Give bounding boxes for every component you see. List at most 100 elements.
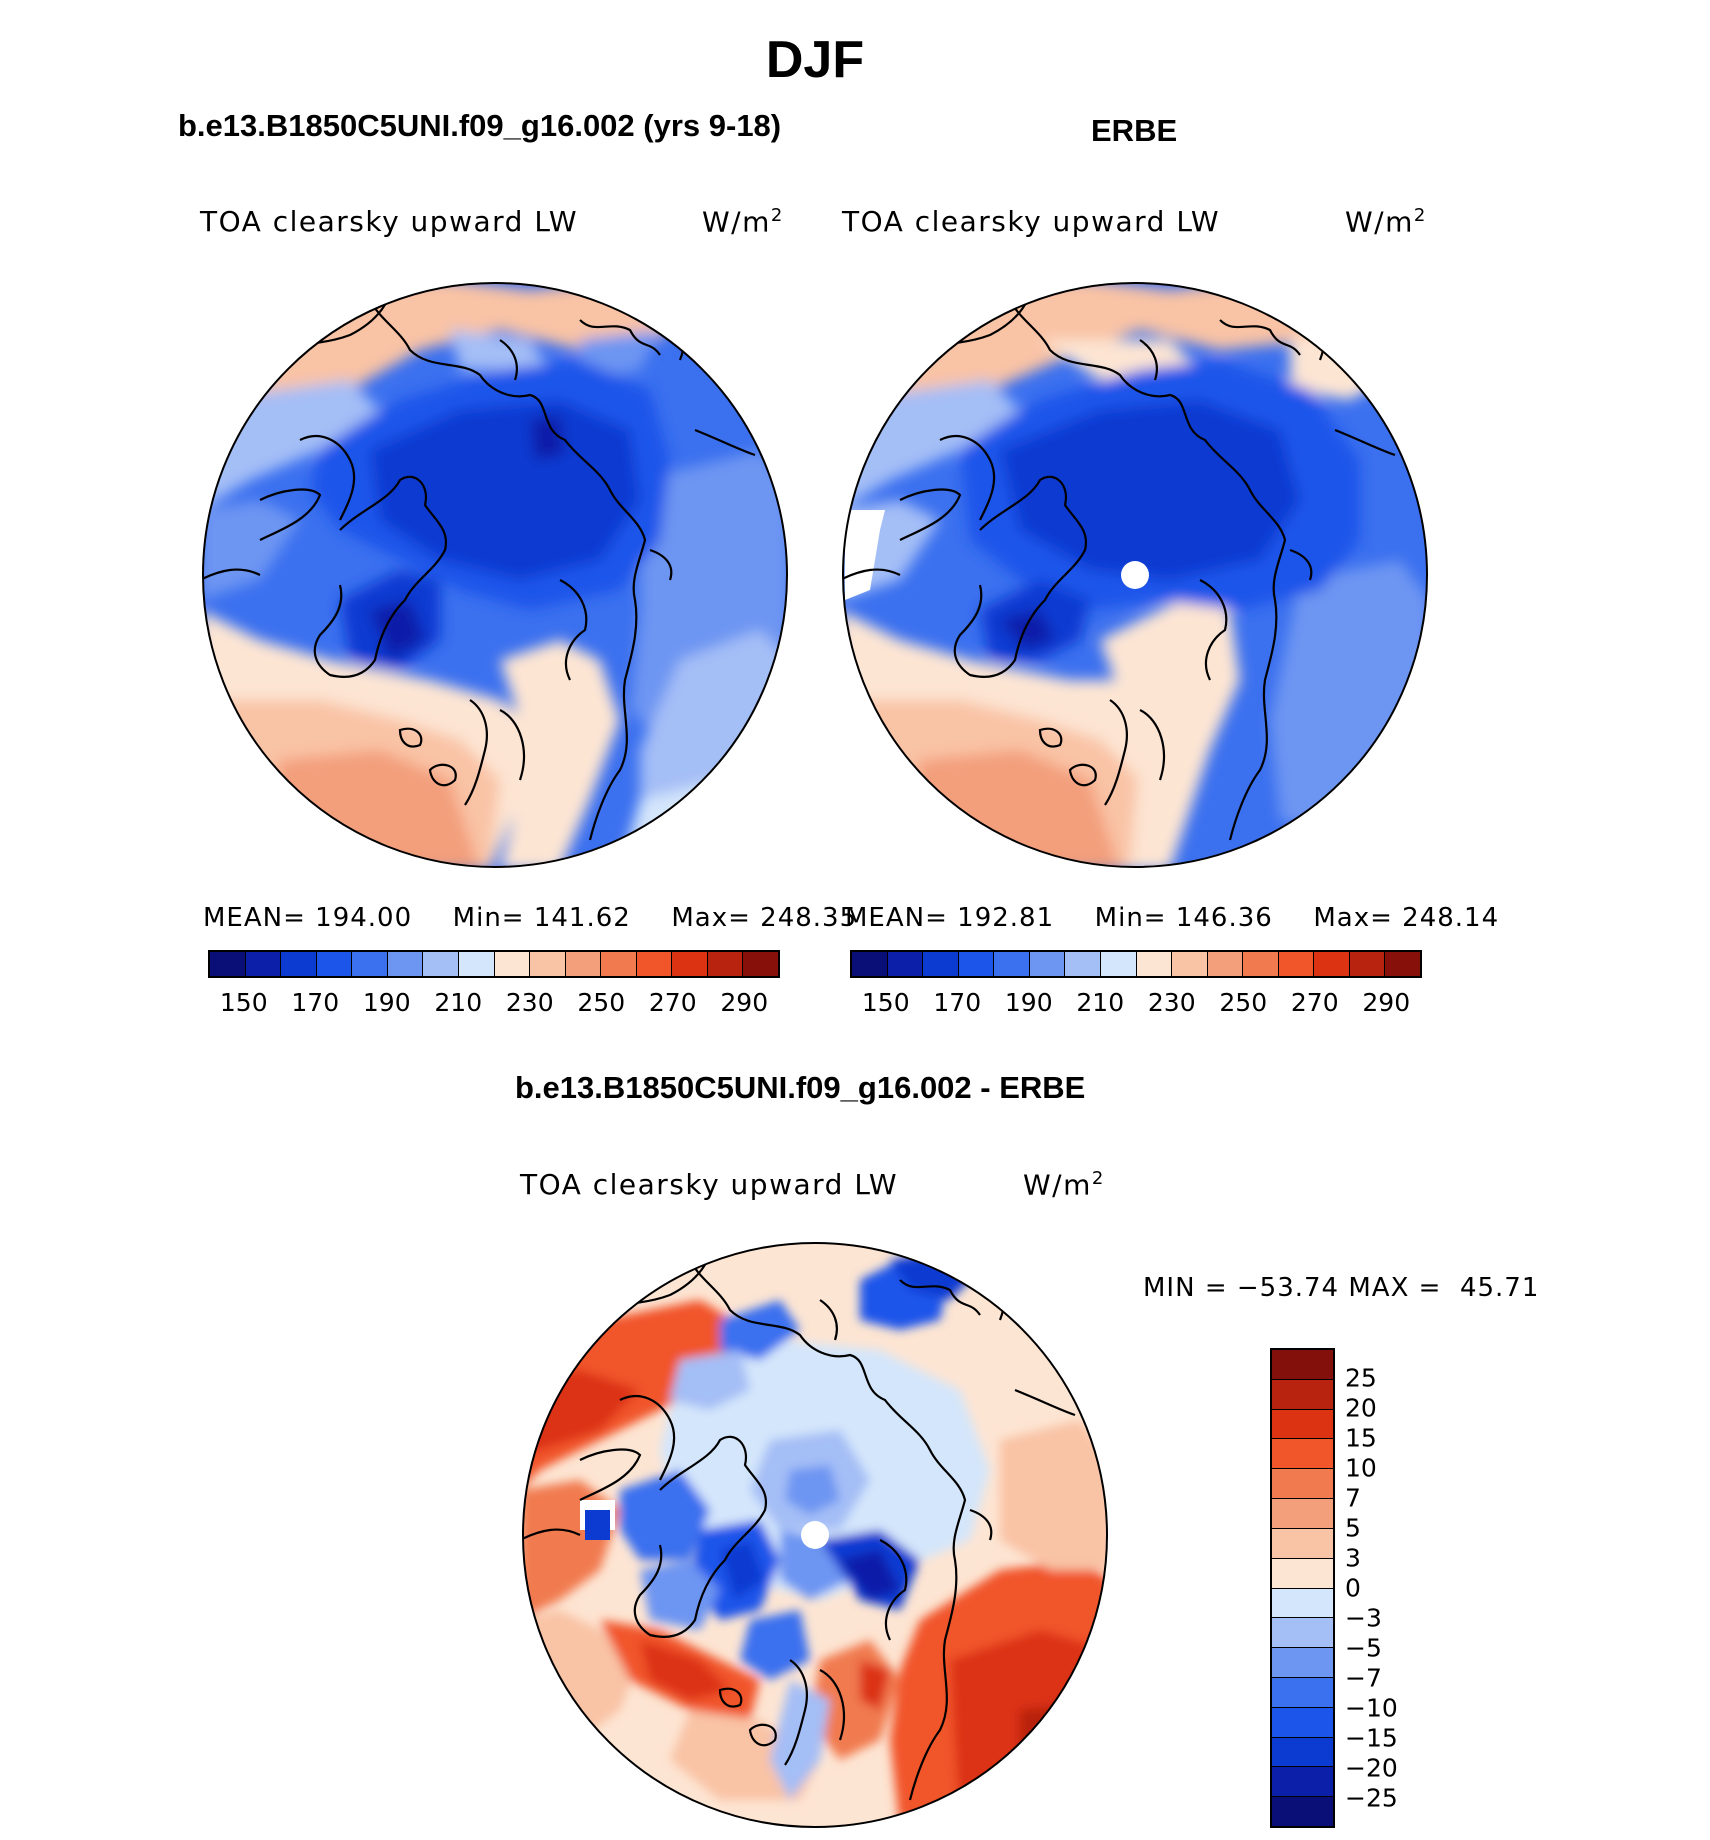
left-colorbar-swatch bbox=[671, 952, 707, 976]
diff-variable-label: TOA clearsky upward LW bbox=[520, 1168, 899, 1201]
right-colorbar-swatch bbox=[886, 952, 923, 976]
left-colorbar-swatch bbox=[315, 952, 352, 976]
left-colorbar-swatch bbox=[706, 952, 743, 976]
left-polar-map bbox=[202, 282, 788, 868]
left-colorbar-tick-label: 290 bbox=[720, 988, 769, 1017]
left-colorbar-tick-label: 270 bbox=[648, 988, 697, 1017]
right-polar-map bbox=[842, 282, 1428, 868]
left-min: Min= 141.62 bbox=[452, 903, 631, 933]
left-panel-header: b.e13.B1850C5UNI.f09_g16.002 (yrs 9-18) bbox=[178, 108, 782, 143]
diff-colorbar-tick-label: 20 bbox=[1345, 1393, 1377, 1423]
right-colorbar-swatch bbox=[1313, 952, 1349, 976]
diff-colorbar-tick-label: 3 bbox=[1345, 1543, 1361, 1573]
diff-colorbar-tick-label: −20 bbox=[1345, 1753, 1398, 1783]
right-colorbar bbox=[850, 950, 1422, 978]
right-colorbar-tick-label: 290 bbox=[1362, 988, 1411, 1017]
right-colorbar-swatch bbox=[1099, 952, 1136, 976]
left-units-label: W/m2 bbox=[702, 205, 784, 239]
diff-colorbar-tick-label: 10 bbox=[1345, 1453, 1377, 1483]
left-colorbar-swatch bbox=[600, 952, 636, 976]
diff-colorbar-tick-label: −10 bbox=[1345, 1693, 1398, 1723]
diff-colorbar-swatch bbox=[1272, 1766, 1333, 1797]
right-colorbar-tick-label: 270 bbox=[1290, 988, 1339, 1017]
right-min: Min= 146.36 bbox=[1094, 903, 1273, 933]
diff-polar-map bbox=[522, 1242, 1108, 1828]
diff-colorbar-swatch bbox=[1272, 1468, 1333, 1499]
left-variable-label: TOA clearsky upward LW bbox=[200, 205, 579, 238]
diff-colorbar-tick-label: 5 bbox=[1345, 1513, 1361, 1543]
figure-title: DJF bbox=[765, 31, 865, 89]
right-mean: MEAN= 192.81 bbox=[845, 903, 1055, 933]
diff-colorbar bbox=[1270, 1348, 1335, 1828]
diff-colorbar-tick-label: −3 bbox=[1345, 1603, 1382, 1633]
diff-colorbar-swatch bbox=[1272, 1408, 1333, 1439]
diff-colorbar-swatch bbox=[1272, 1617, 1333, 1648]
right-colorbar-swatch bbox=[1348, 952, 1385, 976]
left-colorbar-tick-label: 150 bbox=[219, 988, 268, 1017]
left-colorbar-swatch bbox=[457, 952, 494, 976]
diff-colorbar-swatch bbox=[1272, 1350, 1333, 1379]
diff-minmax: MIN = −53.74 MAX = 45.71 bbox=[1143, 1273, 1540, 1303]
right-colorbar-swatch bbox=[993, 952, 1029, 976]
diff-colorbar-swatch bbox=[1272, 1796, 1333, 1826]
left-colorbar-tick-label: 230 bbox=[505, 988, 554, 1017]
right-colorbar-tick-label: 210 bbox=[1076, 988, 1125, 1017]
right-colorbar-swatch bbox=[1206, 952, 1243, 976]
diff-colorbar-tick-label: −7 bbox=[1345, 1663, 1382, 1693]
diff-colorbar-tick-label: −15 bbox=[1345, 1723, 1398, 1753]
right-colorbar-swatch bbox=[1384, 952, 1420, 976]
right-colorbar-swatch bbox=[1242, 952, 1278, 976]
left-mean: MEAN= 194.00 bbox=[203, 903, 413, 933]
diff-units-label: W/m2 bbox=[1023, 1168, 1105, 1202]
left-colorbar bbox=[208, 950, 780, 978]
right-colorbar-ticks: 150 170 190 210 230 250 270 290 bbox=[850, 988, 1422, 1018]
diff-colorbar-tick-label: −5 bbox=[1345, 1633, 1382, 1663]
diff-colorbar-swatch bbox=[1272, 1647, 1333, 1677]
diff-colorbar-ticks: 25 20 15 10 7 5 3 0 −3 −5 −7 −10 −15 −20 −25 bbox=[1345, 1348, 1445, 1828]
left-colorbar-swatch bbox=[564, 952, 601, 976]
right-variable-label: TOA clearsky upward LW bbox=[842, 205, 1221, 238]
right-max: Max= 248.14 bbox=[1313, 903, 1500, 933]
right-colorbar-swatch bbox=[852, 952, 887, 976]
right-colorbar-swatch bbox=[1171, 952, 1207, 976]
diff-panel-header: b.e13.B1850C5UNI.f09_g16.002 - ERBE bbox=[515, 1070, 1086, 1105]
right-colorbar-tick-label: 250 bbox=[1219, 988, 1268, 1017]
diff-colorbar-swatch bbox=[1272, 1587, 1333, 1618]
left-colorbar-ticks: 150 170 190 210 230 250 270 290 bbox=[208, 988, 780, 1018]
left-max: Max= 248.35 bbox=[671, 903, 858, 933]
left-colorbar-swatch bbox=[742, 952, 778, 976]
diff-colorbar-swatch bbox=[1272, 1736, 1333, 1767]
left-colorbar-swatch bbox=[244, 952, 281, 976]
right-colorbar-tick-label: 230 bbox=[1147, 988, 1196, 1017]
diff-colorbar-tick-label: 25 bbox=[1345, 1363, 1377, 1393]
diff-colorbar-swatch bbox=[1272, 1438, 1333, 1469]
right-stats: MEAN= 192.81 Min= 146.36 Max= 248.14 bbox=[845, 903, 1499, 933]
left-colorbar-swatch bbox=[210, 952, 245, 976]
diff-colorbar-swatch bbox=[1272, 1676, 1333, 1707]
diff-colorbar-swatch bbox=[1272, 1706, 1333, 1737]
right-panel-header: ERBE bbox=[1091, 113, 1178, 148]
diff-colorbar-tick-label: 7 bbox=[1345, 1483, 1361, 1513]
right-colorbar-tick-label: 170 bbox=[933, 988, 982, 1017]
left-colorbar-tick-label: 170 bbox=[291, 988, 340, 1017]
right-colorbar-swatch bbox=[1277, 952, 1314, 976]
right-colorbar-swatch bbox=[1028, 952, 1065, 976]
diff-colorbar-swatch bbox=[1272, 1557, 1333, 1588]
right-colorbar-swatch bbox=[1135, 952, 1172, 976]
diff-colorbar-swatch bbox=[1272, 1498, 1333, 1528]
diff-colorbar-tick-label: 0 bbox=[1345, 1573, 1361, 1603]
left-colorbar-tick-label: 250 bbox=[577, 988, 626, 1017]
diff-colorbar-swatch bbox=[1272, 1527, 1333, 1558]
diff-colorbar-tick-label: 15 bbox=[1345, 1423, 1377, 1453]
right-colorbar-tick-label: 190 bbox=[1004, 988, 1053, 1017]
right-units-label: W/m2 bbox=[1345, 205, 1427, 239]
left-stats: MEAN= 194.00 Min= 141.62 Max= 248.35 bbox=[203, 903, 857, 933]
left-colorbar-swatch bbox=[351, 952, 387, 976]
right-colorbar-swatch bbox=[1064, 952, 1100, 976]
right-colorbar-swatch bbox=[957, 952, 994, 976]
left-colorbar-tick-label: 210 bbox=[434, 988, 483, 1017]
left-colorbar-swatch bbox=[386, 952, 423, 976]
left-colorbar-tick-label: 190 bbox=[362, 988, 411, 1017]
left-colorbar-swatch bbox=[635, 952, 672, 976]
right-colorbar-tick-label: 150 bbox=[861, 988, 910, 1017]
